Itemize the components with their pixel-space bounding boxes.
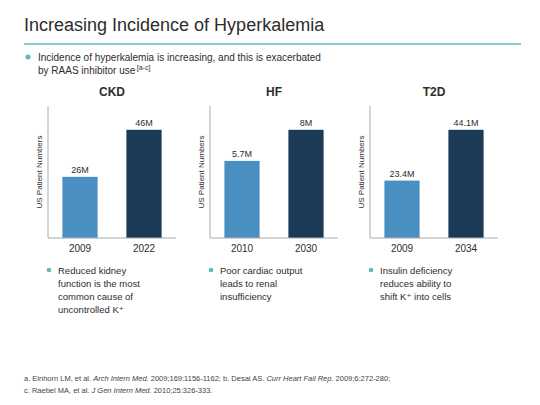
- bullet-line: Poor cardiac output: [220, 265, 303, 276]
- chart: T2D 23.4M 44.1M 2009 2034 US Patient Numbers I…: [357, 85, 498, 302]
- x-tick-label: 2030: [295, 243, 318, 254]
- bullet-line: uncontrolled K⁺: [58, 304, 124, 315]
- chart: CKD 26M 46M 2009 2022 US Patient Numbers Reduc…: [35, 85, 176, 315]
- bar: [384, 181, 419, 238]
- footnote-part: 2010;25:326-333.: [152, 386, 213, 395]
- x-axis-line: [210, 238, 338, 239]
- footnote-part: 2009;6:272-280;: [334, 374, 391, 383]
- y-axis-label: US Patient Numbers: [35, 136, 44, 209]
- title-rule: [24, 43, 521, 45]
- bullet-text: by RAAS inhibitor use: [38, 65, 136, 76]
- bar: [288, 130, 323, 238]
- x-tick-label: 2009: [69, 243, 92, 254]
- y-axis-line: [48, 106, 49, 238]
- chart: HF 5.7M 8M 2010 2030 US Patient Numbers Poor c…: [197, 85, 338, 302]
- bullet-line: Insulin deficiency: [380, 265, 453, 276]
- bullet-line: leads to renal: [220, 278, 277, 289]
- x-tick-label: 2022: [133, 243, 156, 254]
- bar: [62, 177, 97, 238]
- page: Increasing Incidence of Hyperkalemia Inci…: [0, 0, 540, 405]
- footnote-part: J Gen Intern Med.: [91, 386, 152, 395]
- x-axis-line: [370, 238, 498, 239]
- footnote: c. Raebel MA, et al. J Gen Intern Med. 2…: [24, 386, 212, 395]
- data-label: 44.1M: [453, 118, 478, 128]
- y-axis-label: US Patient Numbers: [197, 136, 206, 209]
- x-tick-label: 2034: [455, 243, 478, 254]
- bullet-text: Poor cardiac output leads to renal insuffi…: [220, 265, 303, 302]
- x-tick-label: 2010: [231, 243, 254, 254]
- bar: [448, 130, 483, 238]
- data-label: 23.4M: [389, 169, 414, 179]
- bullet-dot: [209, 268, 214, 273]
- footnote: a. Einhorn LM, et al. Arch Intern Med. 2…: [24, 374, 390, 383]
- bullet-line: function is the most: [58, 278, 140, 289]
- bullet-dot: [47, 268, 52, 273]
- footnote-part: c. Raebel MA, et al.: [24, 386, 92, 395]
- bullet-line: reduces ability to: [380, 278, 451, 289]
- bullet-line: insufficiency: [220, 291, 272, 302]
- bullet-text: Incidence of hyperkalemia is increasing,…: [38, 52, 321, 63]
- bars: [384, 130, 483, 238]
- bar: [126, 130, 161, 238]
- footnote-part: Arch Intern Med.: [92, 374, 148, 383]
- y-axis-line: [210, 106, 211, 238]
- footnote-part: a. Einhorn LM, et al.: [24, 374, 93, 383]
- bullet-text: Reduced kidney function is the most common…: [58, 265, 140, 315]
- x-axis-line: [48, 238, 176, 239]
- bullet-text: Insulin deficiency reduces ability to shif…: [380, 265, 453, 302]
- y-axis-line: [370, 106, 371, 238]
- bullet-line: common cause of: [58, 291, 133, 302]
- data-label: 26M: [71, 165, 89, 175]
- bar: [224, 161, 259, 238]
- data-label: 5.7M: [232, 149, 252, 159]
- y-axis-label: US Patient Numbers: [357, 136, 366, 209]
- bullet-line: Reduced kidney: [58, 265, 126, 276]
- chart-title: T2D: [423, 85, 446, 99]
- data-label: 46M: [135, 118, 153, 128]
- x-tick-label: 2009: [391, 243, 414, 254]
- bullet-dot: [369, 268, 374, 273]
- footnote-part: Curr Heart Fail Rep.: [266, 374, 333, 383]
- bars: [224, 130, 323, 238]
- data-label: 8M: [300, 118, 313, 128]
- chart-title: CKD: [99, 85, 125, 99]
- bullet-superscript: [a-c]: [137, 64, 151, 72]
- footnote-part: 2009;169:1156-1162; b. Desai AS.: [149, 374, 267, 383]
- title: Increasing Incidence of Hyperkalemia: [24, 15, 325, 35]
- chart-title: HF: [266, 85, 282, 99]
- bullet-dot: [26, 55, 31, 60]
- bars: [62, 130, 161, 238]
- bullet-line: shift K⁺ into cells: [380, 291, 451, 302]
